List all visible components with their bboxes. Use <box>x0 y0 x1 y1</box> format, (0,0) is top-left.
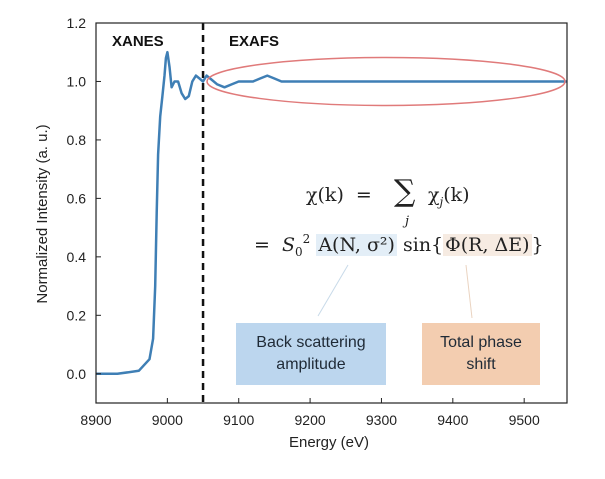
region-label-xanes: XANES <box>112 33 164 50</box>
phase-term: Φ(R, ΔE) <box>443 234 532 256</box>
y-tick-label-6: 1.2 <box>67 15 87 31</box>
equation-s0-sub: 0 <box>295 245 303 259</box>
x-tick-label-6: 9500 <box>509 412 540 428</box>
y-tick-label-5: 1.0 <box>67 73 87 89</box>
equation-equals: = <box>355 184 372 206</box>
equation-close-brace: } <box>531 234 544 256</box>
amplitude-term: A(N, σ²) <box>316 234 397 256</box>
y-tick-label-0: 0.0 <box>67 366 87 382</box>
equation-line-2: = S02 A(N, σ²) sin{Φ(R, ΔE)} <box>254 232 544 259</box>
exafs-highlight-ellipse <box>206 56 566 107</box>
series-line-0 <box>96 50 567 376</box>
x-tick-label-1: 9000 <box>152 412 183 428</box>
x-tick-label-2: 9100 <box>223 412 254 428</box>
sum-symbol: ∑ <box>394 174 416 209</box>
y-axis-title: Normalized Intensity (a. u.) <box>34 124 51 303</box>
equation-chi-j-index: j <box>439 195 444 209</box>
sum-index: j <box>405 214 410 229</box>
pointer-line-phase <box>465 264 473 319</box>
equation-chi-k: χ(k) <box>306 184 344 206</box>
region-label-exafs: EXAFS <box>229 33 279 50</box>
total-phase-line2: shift <box>466 356 496 373</box>
x-tick-label-4: 9300 <box>366 412 397 428</box>
equation-s0: S <box>281 234 295 256</box>
plot-frame <box>95 22 568 404</box>
equation-sin: sin{ <box>396 234 444 256</box>
equation-s0-sup: 2 <box>302 232 311 246</box>
total-phase-line1: Total phase <box>440 334 522 351</box>
back-scattering-amplitude-box: Back scattering amplitude <box>236 323 386 385</box>
y-tick-label-4: 0.8 <box>67 132 87 148</box>
total-phase-shift-box: Total phase shift <box>422 323 540 385</box>
x-axis-title: Energy (eV) <box>289 434 369 451</box>
equation-chi-j: χ <box>428 184 440 206</box>
y-tick-label-2: 0.4 <box>67 249 87 265</box>
x-tick-label-3: 9200 <box>295 412 326 428</box>
equation-line-1: χ(k) = ∑ j χj(k) <box>306 174 506 229</box>
equation-line2-equals: = <box>254 234 270 256</box>
y-tick-label-3: 0.6 <box>67 190 87 206</box>
x-tick-label-0: 8900 <box>80 412 111 428</box>
back-scattering-line1: Back scattering <box>256 334 366 351</box>
equation-chi-j-arg: (k) <box>443 184 470 206</box>
y-tick-label-1: 0.2 <box>67 307 87 323</box>
back-scattering-line2: amplitude <box>276 356 346 373</box>
x-tick-label-5: 9400 <box>437 412 468 428</box>
pointer-line-amplitude <box>317 264 349 317</box>
